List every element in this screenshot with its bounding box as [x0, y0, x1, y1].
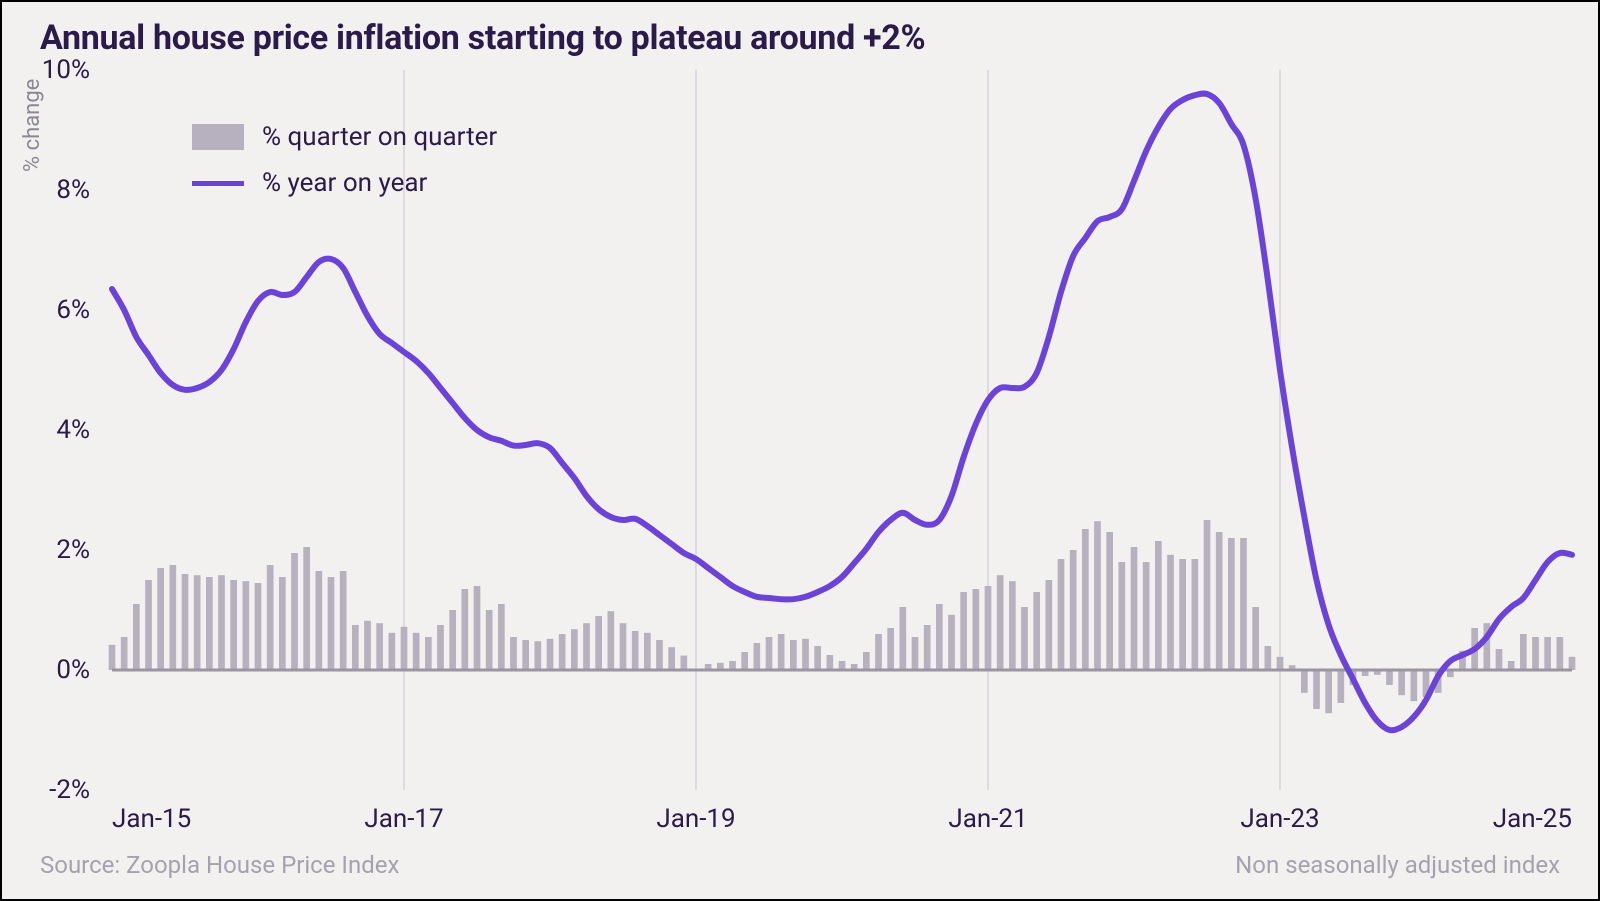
y-tick-label: -2%: [49, 775, 90, 805]
x-tick-label: Jan-25: [1493, 804, 1572, 834]
x-tick-label: Jan-15: [112, 804, 191, 834]
y-tick-label: 6%: [56, 295, 90, 325]
bar-swatch-icon: [192, 124, 244, 150]
legend: % quarter on quarter % year on year: [192, 114, 497, 206]
legend-item-qoq: % quarter on quarter: [192, 114, 497, 160]
y-axis-title: % change: [20, 79, 45, 172]
legend-item-yoy: % year on year: [192, 160, 497, 206]
y-tick-label: 2%: [56, 535, 90, 565]
x-tick-label: Jan-17: [364, 804, 443, 834]
line-swatch-icon: [192, 181, 244, 186]
x-tick-label: Jan-19: [656, 804, 735, 834]
footer-source: Source: Zoopla House Price Index: [40, 851, 399, 879]
y-tick-label: 8%: [56, 175, 90, 205]
legend-label-qoq: % quarter on quarter: [262, 122, 497, 152]
footer-note: Non seasonally adjusted index: [1235, 851, 1560, 879]
y-tick-label: 4%: [56, 415, 90, 445]
y-tick-label: 0%: [56, 655, 90, 685]
y-tick-label: 10%: [42, 55, 90, 85]
legend-label-yoy: % year on year: [262, 168, 427, 198]
x-tick-label: Jan-21: [948, 804, 1027, 834]
chart-frame: Annual house price inflation starting to…: [0, 0, 1600, 901]
chart-title: Annual house price inflation starting to…: [40, 18, 925, 58]
x-tick-label: Jan-23: [1240, 804, 1319, 834]
